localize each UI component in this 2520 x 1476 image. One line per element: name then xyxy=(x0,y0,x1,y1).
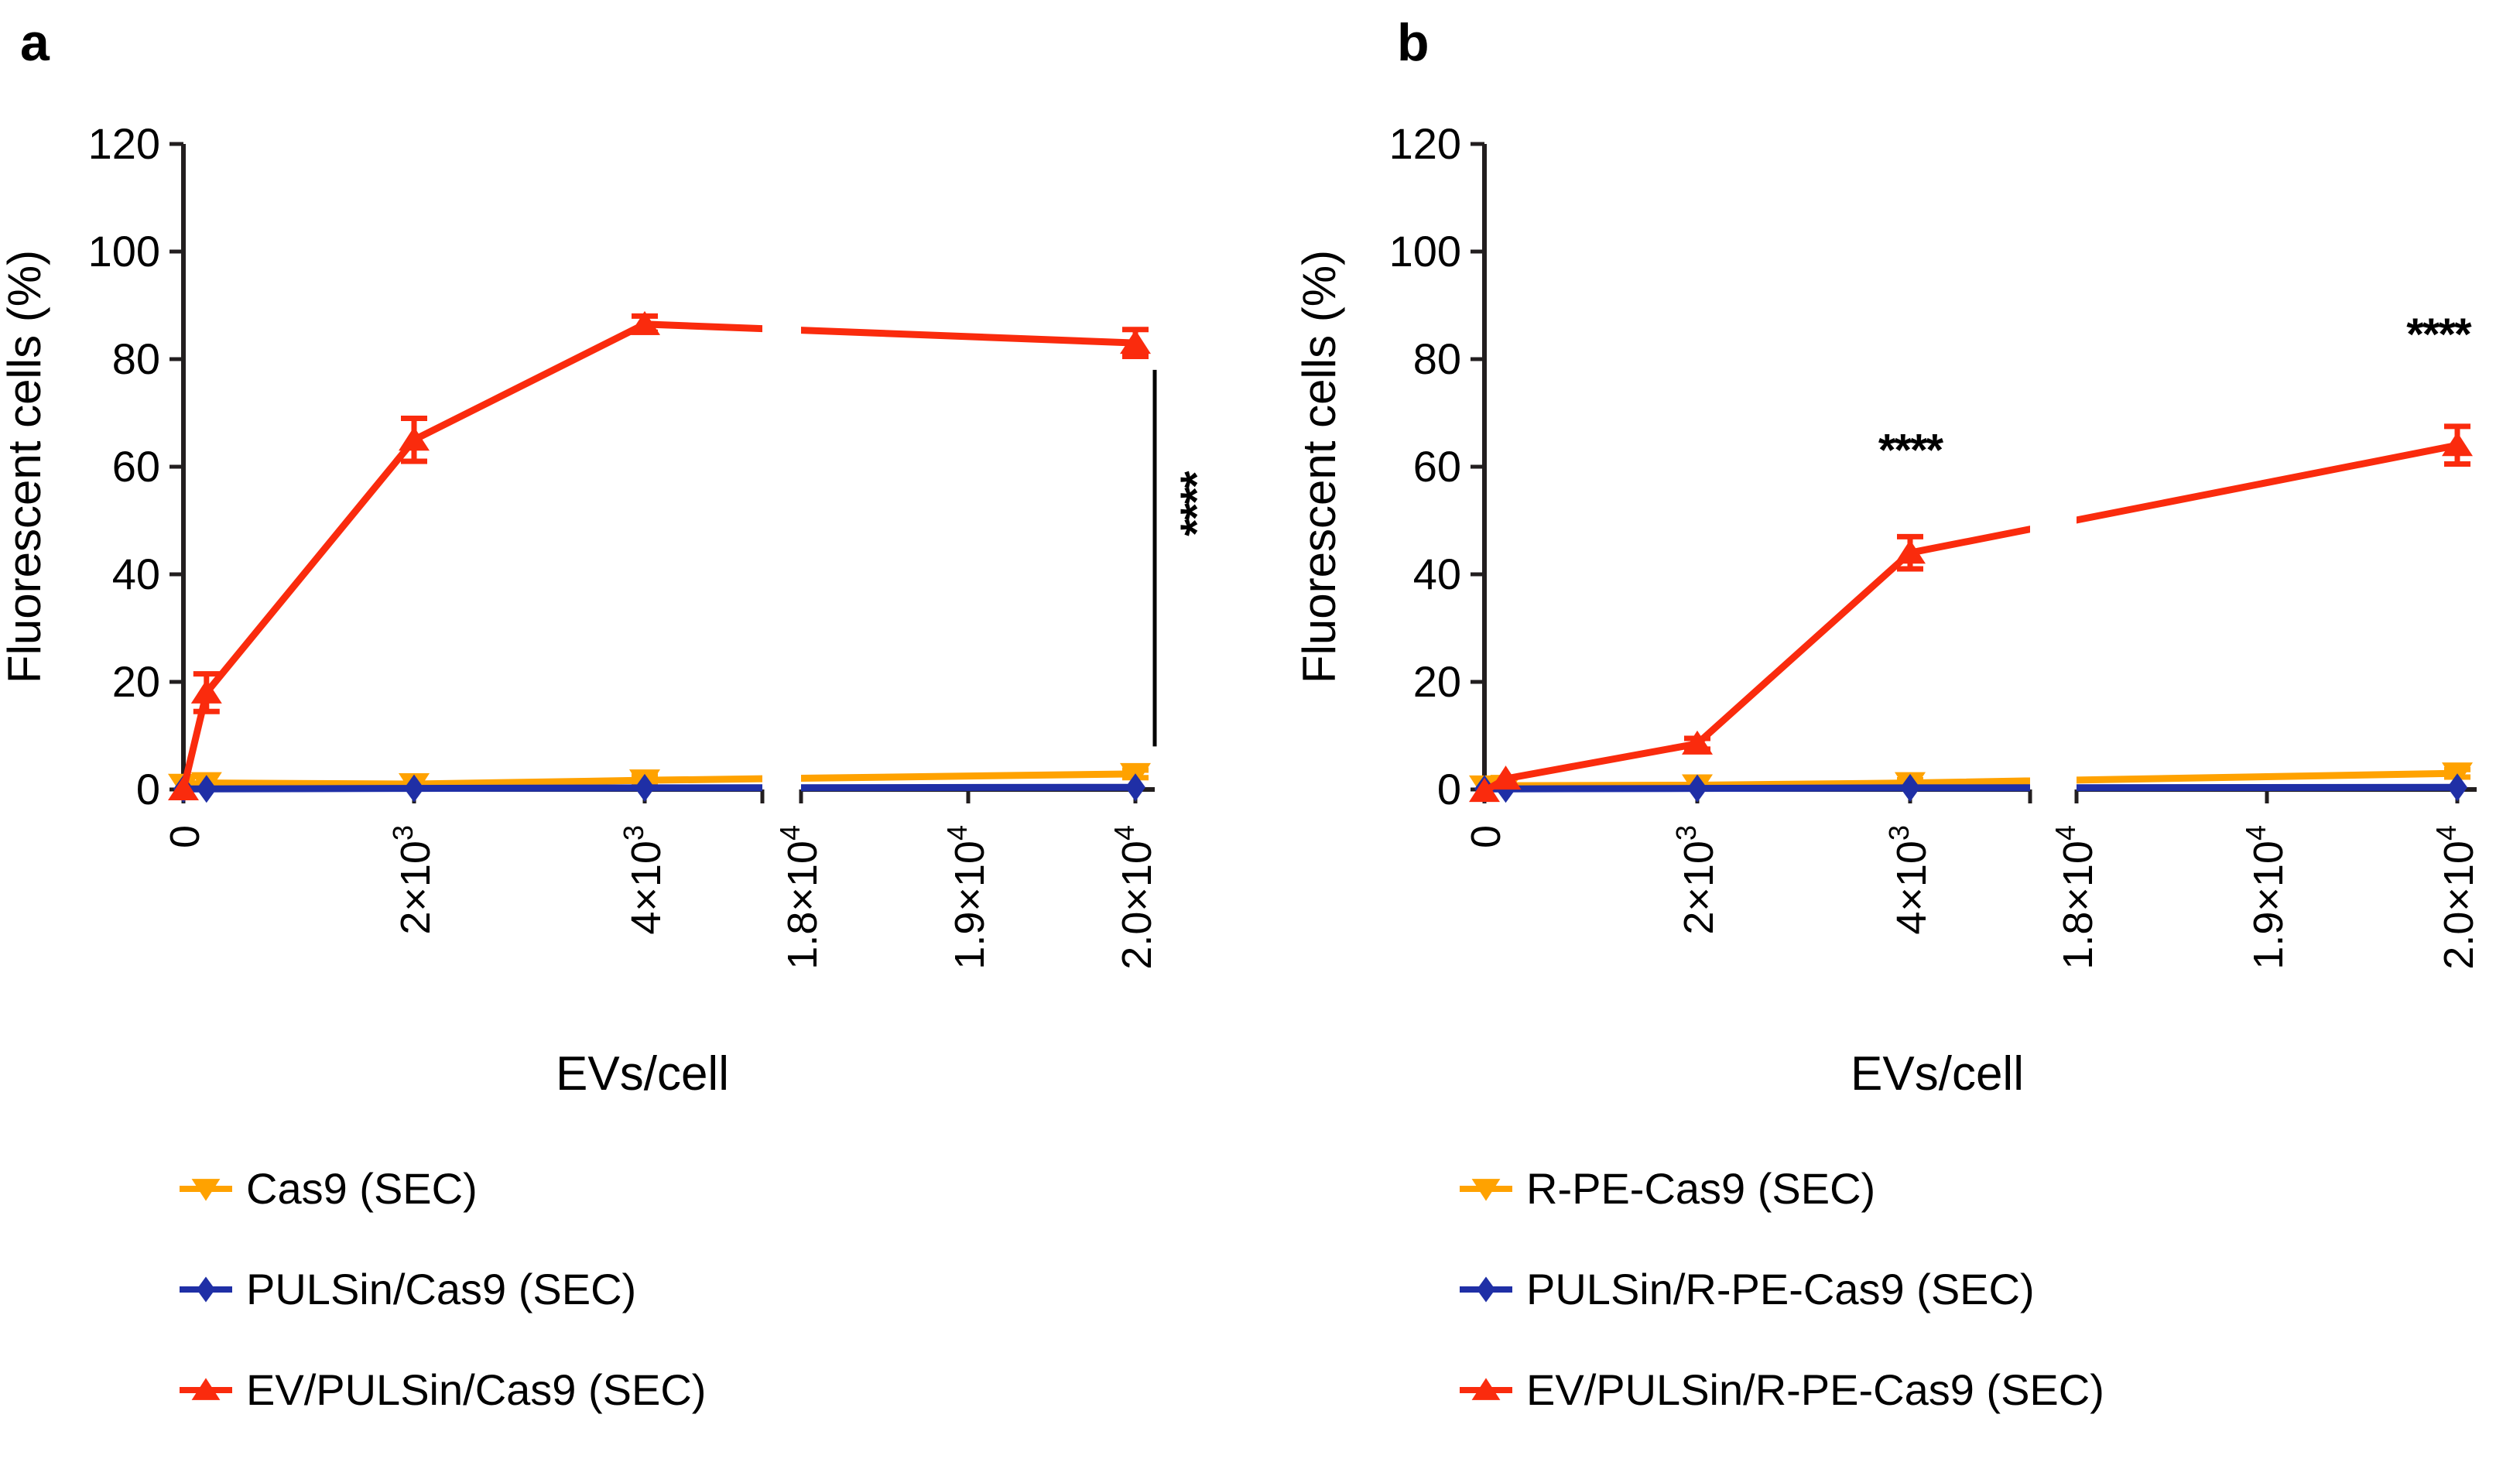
series-line xyxy=(1482,526,2030,794)
legend-label: EV/PULSin/R-PE-Cas9 (SEC) xyxy=(1526,1365,2104,1414)
x-tick-label: 1.9×104 xyxy=(941,825,993,970)
legend-item: PULSin/R-PE-Cas9 (SEC) xyxy=(1457,1255,2104,1324)
series-line xyxy=(801,783,1136,792)
legend-label: EV/PULSin/Cas9 (SEC) xyxy=(246,1365,707,1414)
data-point-marker xyxy=(2447,773,2467,802)
legend-item: EV/PULSin/R-PE-Cas9 (SEC) xyxy=(1457,1356,2104,1424)
series-line xyxy=(801,770,1136,783)
x-tick-label: 4×103 xyxy=(618,825,669,935)
data-point-marker xyxy=(1682,730,1713,755)
series-line xyxy=(180,320,762,791)
triangle-up-legend-icon xyxy=(1460,1378,1512,1400)
significance-stars: **** xyxy=(2406,310,2472,360)
y-tick-label: 60 xyxy=(112,442,160,491)
series-line xyxy=(801,327,1136,347)
data-point-marker xyxy=(399,426,430,451)
chart-svg-b: b 0 20 40 60 80 100 120 Fluorescent cells (%) 0 2×… xyxy=(1293,13,2482,1101)
chart-panel-a: a 0 20 40 60 80 100 120 Fluorescent cells (%) 0 2×… xyxy=(0,0,1260,1115)
y-tick-label: 120 xyxy=(1389,119,1461,168)
y-tick-label: 40 xyxy=(1413,550,1461,598)
significance-stars: **** xyxy=(1172,471,1222,536)
x-tick-label: 2×103 xyxy=(387,825,439,935)
y-tick-label: 60 xyxy=(1413,442,1461,491)
data-point-marker xyxy=(404,774,424,803)
series-triangle-up xyxy=(168,310,1151,800)
x-tick-label: 1.8×104 xyxy=(774,825,826,970)
data-point-marker xyxy=(168,776,199,800)
y-tick-label: 20 xyxy=(1413,657,1461,706)
legend-item: PULSin/Cas9 (SEC) xyxy=(176,1255,706,1324)
data-point-marker xyxy=(1900,773,1920,802)
data-point-marker xyxy=(1490,765,1522,790)
x-tick-label: 1.9×104 xyxy=(2240,825,2292,970)
y-tick-label: 80 xyxy=(1413,334,1461,383)
legend-panel-a: Cas9 (SEC) PULSin/Cas9 (SEC) EV/PULSin/Cas… xyxy=(176,1155,706,1457)
data-point-marker xyxy=(196,775,217,803)
legend-label: PULSin/R-PE-Cas9 (SEC) xyxy=(1526,1265,2035,1313)
x-tick-label: 4×103 xyxy=(1883,825,1935,935)
legend-item: R-PE-Cas9 (SEC) xyxy=(1457,1155,2104,1223)
triangle-down-legend-icon xyxy=(1460,1179,1512,1201)
data-point-marker xyxy=(629,310,660,335)
y-tick-label: 40 xyxy=(112,550,160,598)
panel-label-b: b xyxy=(1397,13,1429,72)
x-tick-label: 0 xyxy=(1463,825,1509,848)
series-triangle-down xyxy=(168,762,1151,798)
data-point-marker xyxy=(635,773,655,802)
legend-label: PULSin/Cas9 (SEC) xyxy=(246,1265,637,1313)
series-line xyxy=(2077,783,2458,792)
legend-panel-b: R-PE-Cas9 (SEC) PULSin/R-PE-Cas9 (SEC) EV/… xyxy=(1457,1155,2104,1457)
data-point-marker xyxy=(1687,774,1707,803)
data-point-marker xyxy=(1125,773,1145,802)
triangle-down-legend-icon xyxy=(180,1179,232,1201)
y-tick-label: 0 xyxy=(136,765,160,813)
series-line xyxy=(2077,441,2458,524)
legend-item: Cas9 (SEC) xyxy=(176,1155,706,1223)
panel-label-a: a xyxy=(20,13,50,72)
y-tick-label: 100 xyxy=(1389,227,1461,276)
data-point-marker xyxy=(1120,330,1151,354)
x-tick-label: 2×103 xyxy=(1670,825,1722,935)
x-tick-label: 2.0×104 xyxy=(1108,825,1160,970)
series-triangle-down xyxy=(1469,762,2473,800)
x-tick-label: 0 xyxy=(162,825,208,848)
x-tick-label: 1.8×104 xyxy=(2049,825,2101,970)
data-point-marker xyxy=(190,679,222,704)
triangle-up-legend-icon xyxy=(180,1378,232,1400)
y-tick-label: 100 xyxy=(88,227,160,276)
diamond-legend-icon xyxy=(180,1276,232,1303)
chart-svg-a: a 0 20 40 60 80 100 120 Fluorescent cells (%) 0 2×… xyxy=(0,13,1222,1101)
x-axis-title: EVs/cell xyxy=(556,1047,729,1101)
x-tick-label: 2.0×104 xyxy=(2430,825,2482,970)
significance-stars: **** xyxy=(1878,425,1944,475)
y-axis-title: Fluorescent cells (%) xyxy=(1293,250,1345,683)
y-tick-label: 0 xyxy=(1437,765,1461,813)
y-tick-label: 20 xyxy=(112,657,160,706)
legend-item: EV/PULSin/Cas9 (SEC) xyxy=(176,1356,706,1424)
series-triangle-up xyxy=(1469,423,2473,803)
series-line xyxy=(2077,769,2458,784)
data-point-marker xyxy=(1469,778,1500,803)
chart-panel-b: b 0 20 40 60 80 100 120 Fluorescent cells (%) 0 2×… xyxy=(1260,0,2520,1115)
x-axis-title: EVs/cell xyxy=(1851,1047,2024,1101)
data-point-marker xyxy=(2442,432,2473,457)
legend-label: Cas9 (SEC) xyxy=(246,1164,478,1213)
y-axis-title: Fluorescent cells (%) xyxy=(0,250,50,683)
y-tick-label: 120 xyxy=(88,119,160,168)
diamond-legend-icon xyxy=(1460,1276,1512,1303)
data-point-marker xyxy=(1895,539,1926,564)
y-tick-label: 80 xyxy=(112,334,160,383)
legend-label: R-PE-Cas9 (SEC) xyxy=(1526,1164,1876,1213)
